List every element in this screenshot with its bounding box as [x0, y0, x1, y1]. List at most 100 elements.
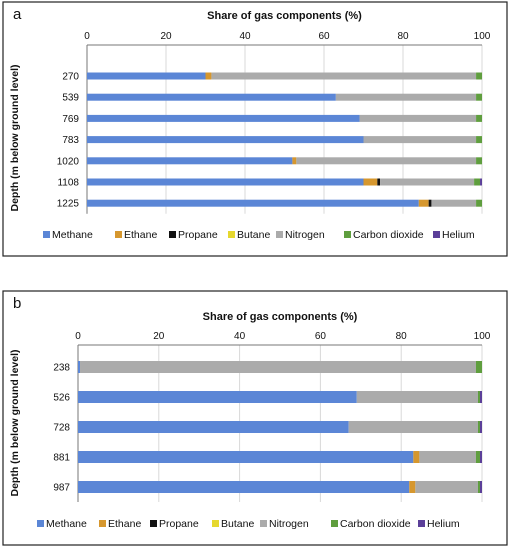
panel-label: a: [13, 6, 22, 23]
bar-segment-propane: [428, 199, 432, 207]
bar-segment-helium: [480, 178, 482, 186]
bar-segment-nitrogen: [380, 178, 475, 186]
x-tick-label: 0: [75, 331, 81, 342]
bar-segment-methane: [87, 178, 364, 186]
legend-swatch: [43, 231, 50, 238]
legend-swatch: [276, 231, 283, 238]
x-tick-label: 100: [474, 331, 491, 342]
bar-segment-nitrogen: [431, 199, 477, 207]
x-tick-label: 20: [160, 31, 172, 42]
bar-segment-carbon-dioxide: [475, 361, 482, 373]
chart-panel-b: b Share of gas components (%) 0 20 40 60 80 100…: [2, 290, 508, 546]
y-tick-label: 1108: [57, 178, 79, 189]
bar-segment-carbon-dioxide: [476, 157, 482, 165]
legend-entry: Helium: [427, 518, 460, 530]
bar-segment-carbon-dioxide: [476, 199, 482, 207]
bar-segment-methane: [78, 481, 410, 493]
legend-entry: Butane: [237, 229, 270, 241]
panel-frame: [2, 1, 508, 257]
panel-label: b: [13, 295, 21, 312]
y-tick-label: 1225: [57, 199, 80, 210]
bar-segment-helium: [479, 421, 482, 433]
bar-segment-carbon-dioxide: [476, 114, 482, 122]
bar-segment-methane: [87, 199, 419, 207]
legend-swatch: [344, 231, 351, 238]
legend-swatch: [99, 520, 106, 527]
legend-swatch: [150, 520, 157, 527]
bar-segment-methane: [87, 157, 293, 165]
bar-segment-carbon-dioxide: [476, 72, 482, 80]
bar-segment-methane: [78, 421, 349, 433]
x-tick-label: 60: [318, 31, 330, 42]
bar-segment-helium: [479, 481, 482, 493]
legend-entry: Methane: [52, 229, 93, 241]
legend-swatch: [212, 520, 219, 527]
bar-segment-ethane: [292, 157, 297, 165]
bar-segment-methane: [87, 72, 206, 80]
bar-segment-methane: [78, 391, 357, 403]
y-tick-label: 728: [53, 423, 70, 434]
legend-swatch: [115, 231, 122, 238]
legend-entry: Ethane: [108, 518, 141, 530]
bar-segment-methane: [78, 361, 81, 373]
bar-segment-nitrogen: [80, 361, 476, 373]
bar-segment-methane: [87, 136, 364, 144]
bar-segment-helium: [479, 451, 482, 463]
legend-entry: Ethane: [124, 229, 157, 241]
legend-swatch: [433, 231, 440, 238]
chart-title: Share of gas components (%): [203, 311, 358, 323]
legend-entry: Butane: [221, 518, 254, 530]
legend-swatch: [331, 520, 338, 527]
bar-segment-nitrogen: [211, 72, 477, 80]
x-tick-label: 60: [315, 331, 327, 342]
legend-entry: Nitrogen: [269, 518, 309, 530]
bar-segment-nitrogen: [415, 481, 478, 493]
bar-segment-ethane: [205, 72, 212, 80]
x-tick-label: 0: [84, 31, 90, 42]
bar-segment-ethane: [409, 481, 416, 493]
bar-segment-carbon-dioxide: [476, 136, 482, 144]
legend-swatch: [418, 520, 425, 527]
legend-swatch: [228, 231, 235, 238]
bar-segment-carbon-dioxide: [475, 451, 480, 463]
y-tick-label: 987: [53, 483, 70, 494]
x-tick-label: 100: [474, 31, 491, 42]
legend-entry: Methane: [46, 518, 87, 530]
legend-swatch: [37, 520, 44, 527]
y-tick-label: 270: [62, 72, 79, 83]
bar-segment-carbon-dioxide: [477, 421, 480, 433]
bar-segment-ethane: [363, 178, 378, 186]
bar-segment-nitrogen: [363, 136, 477, 144]
bar-segment-nitrogen: [359, 114, 477, 122]
y-axis-label: Depth (m below ground level): [9, 64, 21, 211]
y-tick-label: 526: [53, 393, 70, 404]
y-tick-label: 238: [53, 363, 70, 374]
y-tick-label: 881: [53, 453, 70, 464]
chart-title: Share of gas components (%): [207, 10, 362, 22]
y-tick-label: 539: [62, 93, 79, 104]
legend-entry: Propane: [159, 518, 199, 530]
bar-segment-methane: [87, 93, 336, 101]
chart-panel-a: a Share of gas components (%) 0 20 40 60 80 100…: [2, 1, 508, 257]
legend-entry: Nitrogen: [285, 229, 325, 241]
panel-frame: [2, 290, 508, 546]
legend-swatch: [169, 231, 176, 238]
x-tick-label: 40: [234, 331, 246, 342]
bar-segment-carbon-dioxide: [477, 481, 480, 493]
bar-segment-carbon-dioxide: [474, 178, 481, 186]
bar-segment-nitrogen: [348, 421, 478, 433]
y-tick-label: 769: [62, 114, 79, 125]
bar-segment-nitrogen: [419, 451, 476, 463]
bar-segment-ethane: [418, 199, 429, 207]
x-tick-label: 20: [153, 331, 165, 342]
legend-entry: Propane: [178, 229, 218, 241]
bar-segment-carbon-dioxide: [476, 93, 482, 101]
legend-entry: Helium: [442, 229, 475, 241]
x-tick-label: 80: [397, 31, 409, 42]
y-axis-label: Depth (m below ground level): [9, 349, 21, 496]
bar-segment-propane: [377, 178, 381, 186]
bar-segment-methane: [87, 114, 360, 122]
bar-segment-nitrogen: [296, 157, 477, 165]
bar-segment-methane: [78, 451, 414, 463]
